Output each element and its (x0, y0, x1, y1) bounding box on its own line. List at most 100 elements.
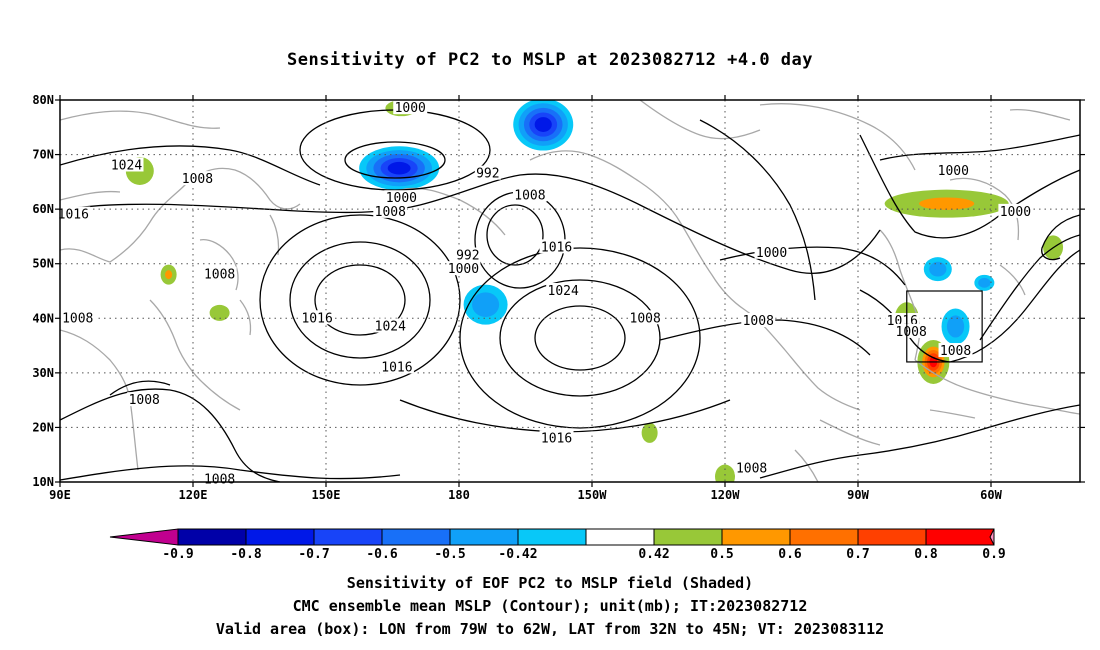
colorbar-swatch (517, 528, 587, 546)
longitude-label: 150W (578, 488, 608, 502)
latitude-label: 70N (32, 148, 54, 162)
contour-label: 1000 (386, 191, 417, 206)
valid-area-box (906, 290, 983, 363)
contour-label: 1000 (1000, 205, 1031, 220)
longitude-label: 60W (980, 488, 1002, 502)
contour-label-bg (373, 203, 408, 218)
longitude-label: 90E (49, 488, 71, 502)
contour-label: 1008 (630, 311, 661, 326)
contour-label: 1024 (548, 284, 579, 299)
colorbar-swatch (449, 528, 519, 546)
contour-label: 1008 (204, 472, 235, 487)
caption-line-2: CMC ensemble mean MSLP (Contour); unit(m… (292, 597, 808, 615)
colorbar-tick-label: -0.42 (498, 547, 537, 562)
sensitivity-blob (387, 161, 411, 175)
contour-label-bg (741, 313, 776, 328)
contour-label: 1008 (736, 461, 767, 476)
colorbar-tick-label: 0.6 (778, 547, 802, 562)
sensitivity-blob (946, 315, 965, 338)
colorbar-tick-label: -0.5 (434, 547, 465, 562)
sensitivity-blob (919, 197, 975, 210)
contour-label: 1008 (743, 314, 774, 329)
latitude-label: 30N (32, 366, 54, 380)
contour-label-bg (474, 165, 501, 180)
colorbar-swatch (585, 528, 655, 546)
contour-label-bg (379, 359, 414, 374)
contour-label: 1008 (62, 311, 93, 326)
sensitivity-blob (644, 426, 655, 440)
colorbar: -0.9 -0.8 -0.7 -0.6 -0.5 -0.42 0.42 0.5 0.6 0.7 0.… (109, 528, 1006, 562)
colorbar-swatch (245, 528, 315, 546)
contour-label: 1024 (375, 319, 406, 334)
contour-label-bg (894, 323, 929, 338)
contour-label-bg (300, 310, 335, 325)
colorbar-swatch (381, 528, 451, 546)
contour-label-bg (998, 203, 1033, 218)
mslp-contours (60, 109, 1080, 482)
sensitivity-blob (213, 307, 226, 318)
contour-label: 1024 (111, 158, 142, 173)
sensitivity-blob (472, 292, 500, 317)
contour-label-bg (384, 190, 419, 205)
contour-label: 1016 (541, 240, 572, 255)
contour-label-bg (56, 206, 91, 221)
colorbar-tick-label: 0.7 (846, 547, 869, 562)
contour-label: 1008 (896, 325, 927, 340)
longitude-label: 120W (711, 488, 741, 502)
longitude-label: 180 (448, 488, 470, 502)
colorbar-swatch (989, 528, 995, 546)
colorbar-tick-label: -0.6 (366, 547, 397, 562)
colorbar-swatch (925, 528, 995, 546)
contour-label-bg (734, 460, 769, 475)
contour-label-bg (202, 266, 237, 281)
contour-label: 992 (476, 167, 499, 182)
longitude-label: 90W (847, 488, 869, 502)
contour-label-bg (546, 283, 581, 297)
latitude-label: 10N (32, 475, 54, 489)
latitude-label: 60N (32, 202, 54, 216)
contour-label: 1008 (204, 268, 235, 283)
colorbar-tick-label: -0.8 (230, 547, 261, 562)
contour-label-bg (180, 171, 215, 186)
colorbar-swatch (109, 528, 179, 546)
contour-label-bg (60, 310, 95, 325)
colorbar-tick-label: 0.9 (982, 547, 1005, 562)
contour-label-bg (938, 343, 973, 358)
caption-line-1: Sensitivity of EOF PC2 to MSLP field (Sh… (346, 574, 754, 592)
latitude-label: 80N (32, 93, 54, 107)
contour-label-bg (373, 318, 408, 333)
contour-label: 1016 (58, 208, 89, 223)
map-frame (59, 99, 1081, 483)
colorbar-tick-label: 0.8 (914, 547, 938, 562)
contour-label: 1008 (375, 205, 406, 220)
contour-label-bg (628, 310, 663, 325)
sensitivity-blob (718, 469, 732, 482)
contour-label: 1000 (938, 164, 969, 179)
contour-label-bg (885, 313, 920, 328)
sensitivity-blob (534, 117, 552, 132)
colorbar-swatch (313, 528, 383, 546)
contour-label-bg (446, 261, 481, 276)
latitude-label: 40N (32, 311, 54, 325)
latitude-label: 20N (32, 420, 54, 434)
colorbar-swatch (789, 528, 859, 546)
sensitivity-blob (978, 277, 991, 288)
contour-label: 1008 (129, 393, 160, 408)
sensitivity-blob (929, 261, 947, 277)
longitude-label: 120E (179, 488, 208, 502)
contour-label-bg (109, 157, 144, 172)
contour-label: 992 (456, 249, 479, 264)
contour-label: 1016 (381, 360, 412, 375)
colorbar-tick-label: 0.42 (638, 547, 669, 562)
contour-label: 1016 (301, 311, 332, 326)
longitude-label: 150E (312, 488, 341, 502)
sensitivity-blob (165, 270, 173, 280)
contour-label: 1008 (514, 189, 545, 204)
contour-label: 1008 (940, 344, 971, 359)
caption-line-3: Valid area (box): LON from 79W to 62W, L… (215, 620, 885, 638)
contour-label-bg (539, 430, 574, 445)
contour-label: 1000 (395, 101, 426, 116)
contour-labels: 1000992102410081000100810161008992100010… (56, 100, 1033, 487)
